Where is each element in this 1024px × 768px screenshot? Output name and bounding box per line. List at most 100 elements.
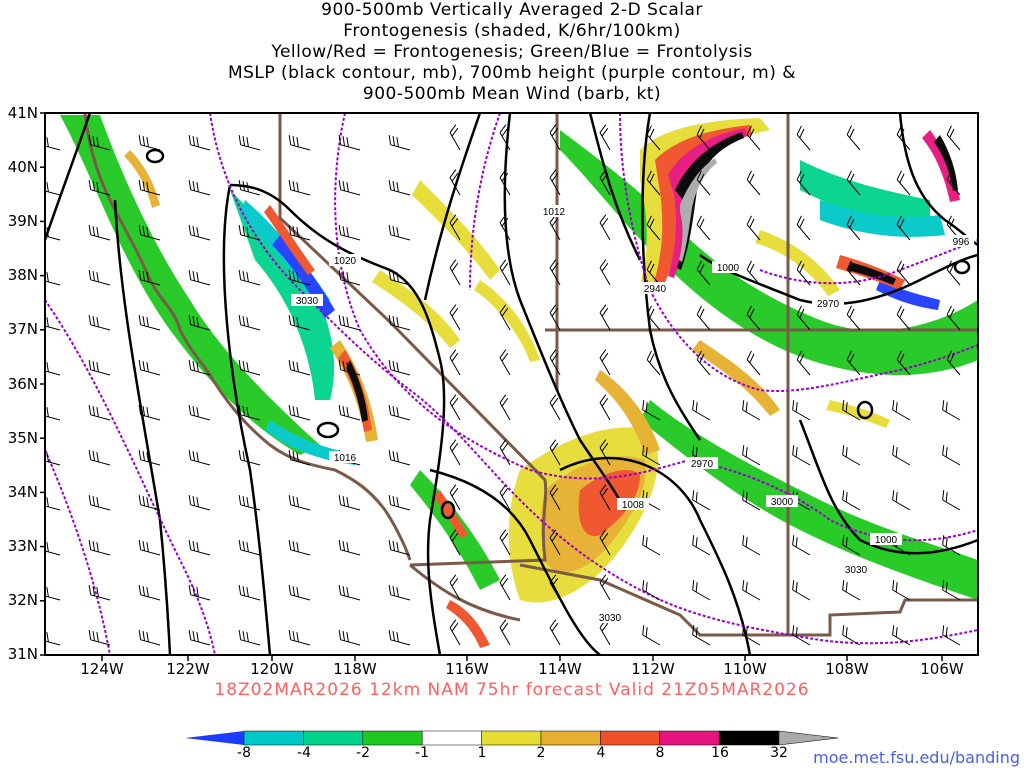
title-line-2: Frontogenesis (shaded, K/6hr/100km) bbox=[343, 21, 681, 41]
wind-barb bbox=[238, 315, 261, 331]
wind-barb bbox=[188, 225, 211, 241]
wind-barb bbox=[499, 484, 511, 511]
wind-barb bbox=[238, 270, 261, 286]
wind-barb bbox=[388, 360, 411, 376]
wind-barb bbox=[549, 124, 561, 151]
wind-barb bbox=[696, 125, 711, 151]
wind-barb bbox=[796, 305, 811, 331]
wind-barb bbox=[796, 260, 811, 286]
wind-barb bbox=[238, 585, 261, 601]
wind-barb bbox=[338, 360, 361, 376]
colorbar-label: 16 bbox=[711, 745, 729, 761]
lon-label: 114W bbox=[538, 660, 582, 678]
lon-label: 108W bbox=[825, 660, 869, 678]
wind-barb bbox=[188, 630, 211, 646]
wind-barb bbox=[449, 574, 461, 601]
lat-label: 35N bbox=[7, 429, 38, 447]
wind-barb bbox=[338, 495, 361, 511]
wind-barb bbox=[449, 259, 461, 286]
wind-barb bbox=[88, 450, 111, 466]
wind-barb bbox=[288, 540, 311, 556]
wind-barb bbox=[288, 495, 311, 511]
wind-barb bbox=[499, 619, 511, 646]
wind-barb bbox=[388, 270, 411, 286]
wind-barb bbox=[138, 405, 161, 421]
lon-label: 116W bbox=[445, 660, 489, 678]
wind-barb bbox=[188, 540, 211, 556]
wind-barb bbox=[288, 225, 311, 241]
wind-barb bbox=[892, 400, 911, 421]
mslp-label: 1008 bbox=[622, 500, 645, 511]
wind-barb bbox=[338, 540, 361, 556]
wind-barb bbox=[449, 169, 461, 196]
wind-barb bbox=[642, 625, 661, 646]
wind-barb bbox=[449, 619, 461, 646]
axis-ticks bbox=[40, 112, 943, 661]
wind-barb bbox=[188, 585, 211, 601]
wind-barb bbox=[338, 225, 361, 241]
wind-barb bbox=[846, 260, 861, 286]
colorbar-label: -4 bbox=[297, 745, 311, 761]
wind-barb bbox=[449, 394, 461, 421]
wind-barb bbox=[499, 439, 511, 466]
wind-barb bbox=[388, 585, 411, 601]
wind-barb bbox=[288, 315, 311, 331]
colorbar-label: 32 bbox=[770, 745, 788, 761]
wind-barb bbox=[842, 625, 861, 646]
wind-barb bbox=[338, 315, 361, 331]
wind-barb bbox=[499, 169, 511, 196]
wind-barb bbox=[549, 619, 561, 646]
wind-barb bbox=[896, 350, 911, 376]
title-line-5: 900-500mb Mean Wind (barb, kt) bbox=[362, 84, 662, 104]
lon-label: 124W bbox=[80, 660, 124, 678]
wind-barb bbox=[88, 585, 111, 601]
wind-barb bbox=[599, 259, 611, 286]
wind-barb bbox=[549, 259, 561, 286]
wind-barb bbox=[846, 125, 861, 151]
wind-barb bbox=[599, 304, 611, 331]
wind-barb bbox=[896, 305, 911, 331]
lat-label: 38N bbox=[7, 266, 38, 284]
lon-label: 120W bbox=[250, 660, 294, 678]
mslp-label: 1020 bbox=[334, 256, 357, 267]
wind-barb bbox=[742, 490, 761, 511]
wind-barb bbox=[238, 405, 261, 421]
wind-barb bbox=[942, 535, 961, 556]
mslp-label: 1016 bbox=[334, 453, 357, 464]
credit-link[interactable]: moe.met.fsu.edu/banding bbox=[813, 748, 1020, 767]
wind-barb bbox=[238, 495, 261, 511]
wind-barb bbox=[449, 484, 461, 511]
wind-barb bbox=[692, 490, 711, 511]
wind-barb bbox=[45, 496, 61, 511]
wind-barb bbox=[288, 630, 311, 646]
wind-barb bbox=[792, 535, 811, 556]
lat-label: 37N bbox=[7, 320, 38, 338]
wind-barb bbox=[642, 535, 661, 556]
wind-barb bbox=[338, 630, 361, 646]
mslp-label: 1000 bbox=[875, 535, 898, 546]
wind-barb bbox=[88, 495, 111, 511]
lat-label: 36N bbox=[7, 375, 38, 393]
height700-label: 3030 bbox=[599, 613, 622, 624]
wind-barb bbox=[138, 540, 161, 556]
wind-barb bbox=[338, 135, 361, 151]
lat-label: 39N bbox=[7, 212, 38, 230]
wind-barb bbox=[946, 305, 961, 331]
wind-barb bbox=[746, 215, 761, 241]
wind-barb bbox=[599, 349, 611, 376]
wind-barb bbox=[742, 580, 761, 601]
wind-barb bbox=[646, 215, 661, 241]
wind-barb bbox=[238, 135, 261, 151]
wind-barb bbox=[338, 270, 361, 286]
wind-barb bbox=[138, 135, 161, 151]
wind-barb bbox=[45, 631, 61, 646]
wind-barb bbox=[746, 125, 761, 151]
wind-barb bbox=[842, 445, 861, 466]
wind-barb bbox=[45, 451, 61, 466]
wind-barb bbox=[238, 360, 261, 376]
wind-barb bbox=[138, 315, 161, 331]
wind-barb bbox=[45, 541, 61, 556]
colorbar-cell bbox=[421, 730, 482, 746]
wind-barb bbox=[796, 125, 811, 151]
wind-barb bbox=[642, 580, 661, 601]
